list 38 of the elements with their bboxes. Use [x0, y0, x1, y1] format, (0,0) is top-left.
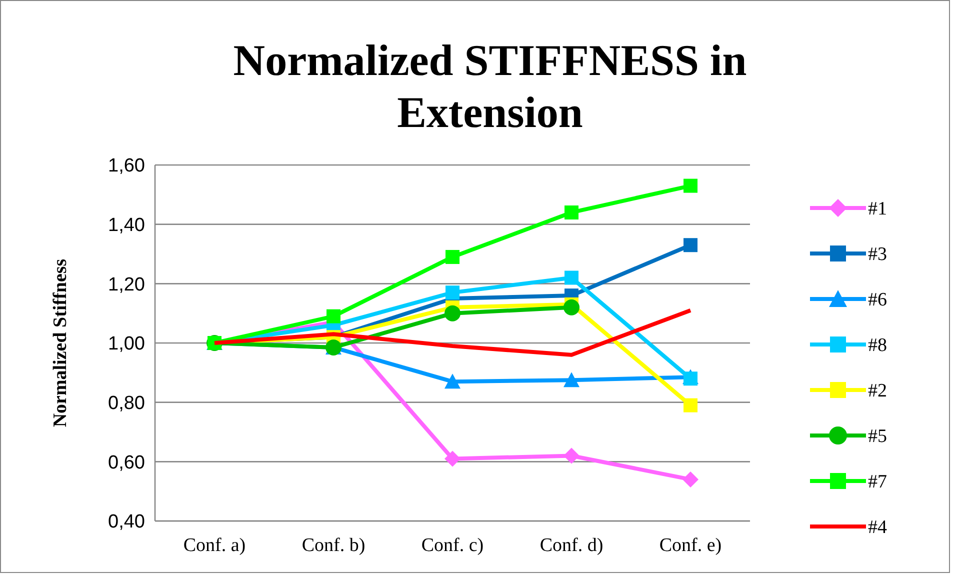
point — [684, 178, 698, 193]
point — [564, 299, 580, 316]
legend-label: #5 — [868, 426, 887, 448]
point — [564, 270, 578, 285]
legend-label: #6 — [868, 290, 887, 311]
point — [564, 448, 580, 464]
x-tick-label: Conf. d) — [540, 535, 604, 556]
y-tick-label: 0,80 — [108, 392, 145, 414]
y-tick-label: 1,00 — [108, 334, 145, 355]
point — [444, 450, 460, 467]
point — [684, 372, 698, 386]
legend-label: #4 — [868, 517, 888, 538]
point — [564, 205, 578, 220]
y-axis-title: Normalized Stiffness — [50, 258, 71, 428]
y-tick-label: 0,60 — [108, 452, 145, 474]
point — [446, 286, 460, 300]
x-tick-label: Conf. e) — [659, 535, 722, 556]
point — [444, 374, 460, 389]
legend-label: #3 — [868, 244, 887, 266]
point — [444, 305, 460, 322]
x-tick-label: Conf. a) — [183, 535, 246, 556]
point — [684, 398, 698, 412]
x-tick-label: Conf. c) — [421, 535, 484, 556]
y-tick-label: 0,40 — [108, 512, 145, 533]
point — [684, 238, 698, 252]
chart-title: Normalized STIFFNESS in Extension — [233, 36, 747, 137]
point — [326, 309, 340, 324]
point — [682, 471, 698, 488]
y-tick-label: 1,20 — [108, 274, 145, 296]
legend-label: #1 — [868, 198, 887, 220]
legend-label: #8 — [868, 335, 887, 356]
point — [446, 250, 460, 264]
point — [564, 372, 580, 388]
legend-label: #2 — [868, 380, 887, 402]
y-tick-label: 1,40 — [108, 214, 145, 236]
x-tick-label: Conf. b) — [302, 535, 366, 556]
legend-label: #7 — [868, 472, 887, 493]
y-tick-label: 1,60 — [108, 156, 145, 177]
